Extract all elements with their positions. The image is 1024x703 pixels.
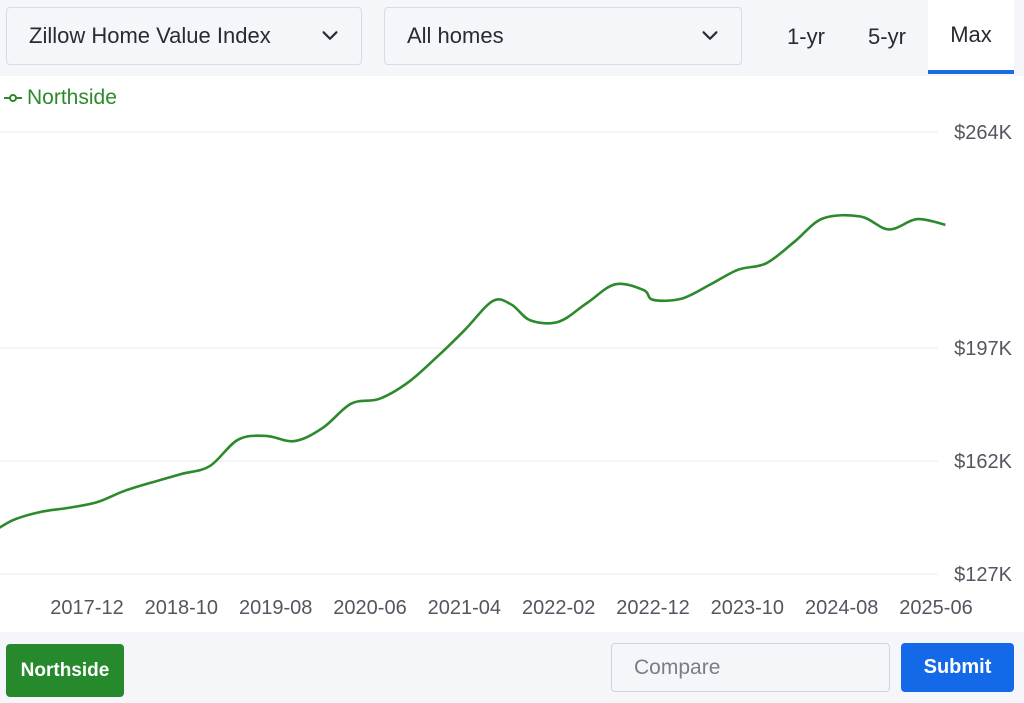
home-type-dropdown[interactable]: All homes	[384, 7, 742, 65]
tab-1-yr[interactable]: 1-yr	[787, 24, 825, 49]
submit-button[interactable]: Submit	[901, 643, 1014, 692]
line-chart: $127K $162K $197K $264K 2017-12 2018-10 2019-0…	[0, 122, 1013, 619]
x-tick-label: 2022-02	[522, 597, 595, 619]
x-tick-label: 2018-10	[145, 597, 218, 619]
x-tick-label: 2020-06	[333, 597, 406, 619]
chart-panel: $127K $162K $197K $264K 2017-12 2018-10 2019-0…	[0, 76, 1024, 632]
x-tick-label: 2022-12	[616, 597, 689, 619]
y-tick-label: $264K	[954, 122, 1012, 144]
x-tick-label: 2025-06	[899, 597, 972, 619]
legend-label: Northside	[27, 86, 117, 109]
x-tick-label: 2017-12	[50, 597, 123, 619]
metric-dropdown-label: Zillow Home Value Index	[29, 23, 271, 48]
tab-max[interactable]: Max	[928, 0, 1014, 74]
y-tick-label: $197K	[954, 338, 1012, 360]
footer-bar: Northside Submit	[0, 632, 1024, 703]
x-tick-label: 2021-04	[428, 597, 501, 619]
toolbar: Zillow Home Value Index All homes 1-yr 5…	[0, 0, 1024, 76]
compare-input[interactable]	[611, 643, 890, 692]
tab-5-yr[interactable]: 5-yr	[868, 24, 906, 49]
legend-line-marker-icon	[4, 94, 22, 102]
chart-legend[interactable]: Northside	[4, 86, 117, 110]
y-tick-label: $127K	[954, 564, 1012, 586]
region-button-northside[interactable]: Northside	[6, 644, 124, 697]
x-tick-label: 2019-08	[239, 597, 312, 619]
home-type-dropdown-label: All homes	[407, 23, 504, 48]
chevron-down-icon	[702, 31, 718, 40]
metric-dropdown[interactable]: Zillow Home Value Index	[6, 7, 362, 65]
series-line-northside[interactable]	[0, 213, 946, 538]
x-tick-label: 2024-08	[805, 597, 878, 619]
x-tick-label: 2023-10	[711, 597, 784, 619]
chevron-down-icon	[322, 31, 338, 40]
y-tick-label: $162K	[954, 451, 1012, 473]
